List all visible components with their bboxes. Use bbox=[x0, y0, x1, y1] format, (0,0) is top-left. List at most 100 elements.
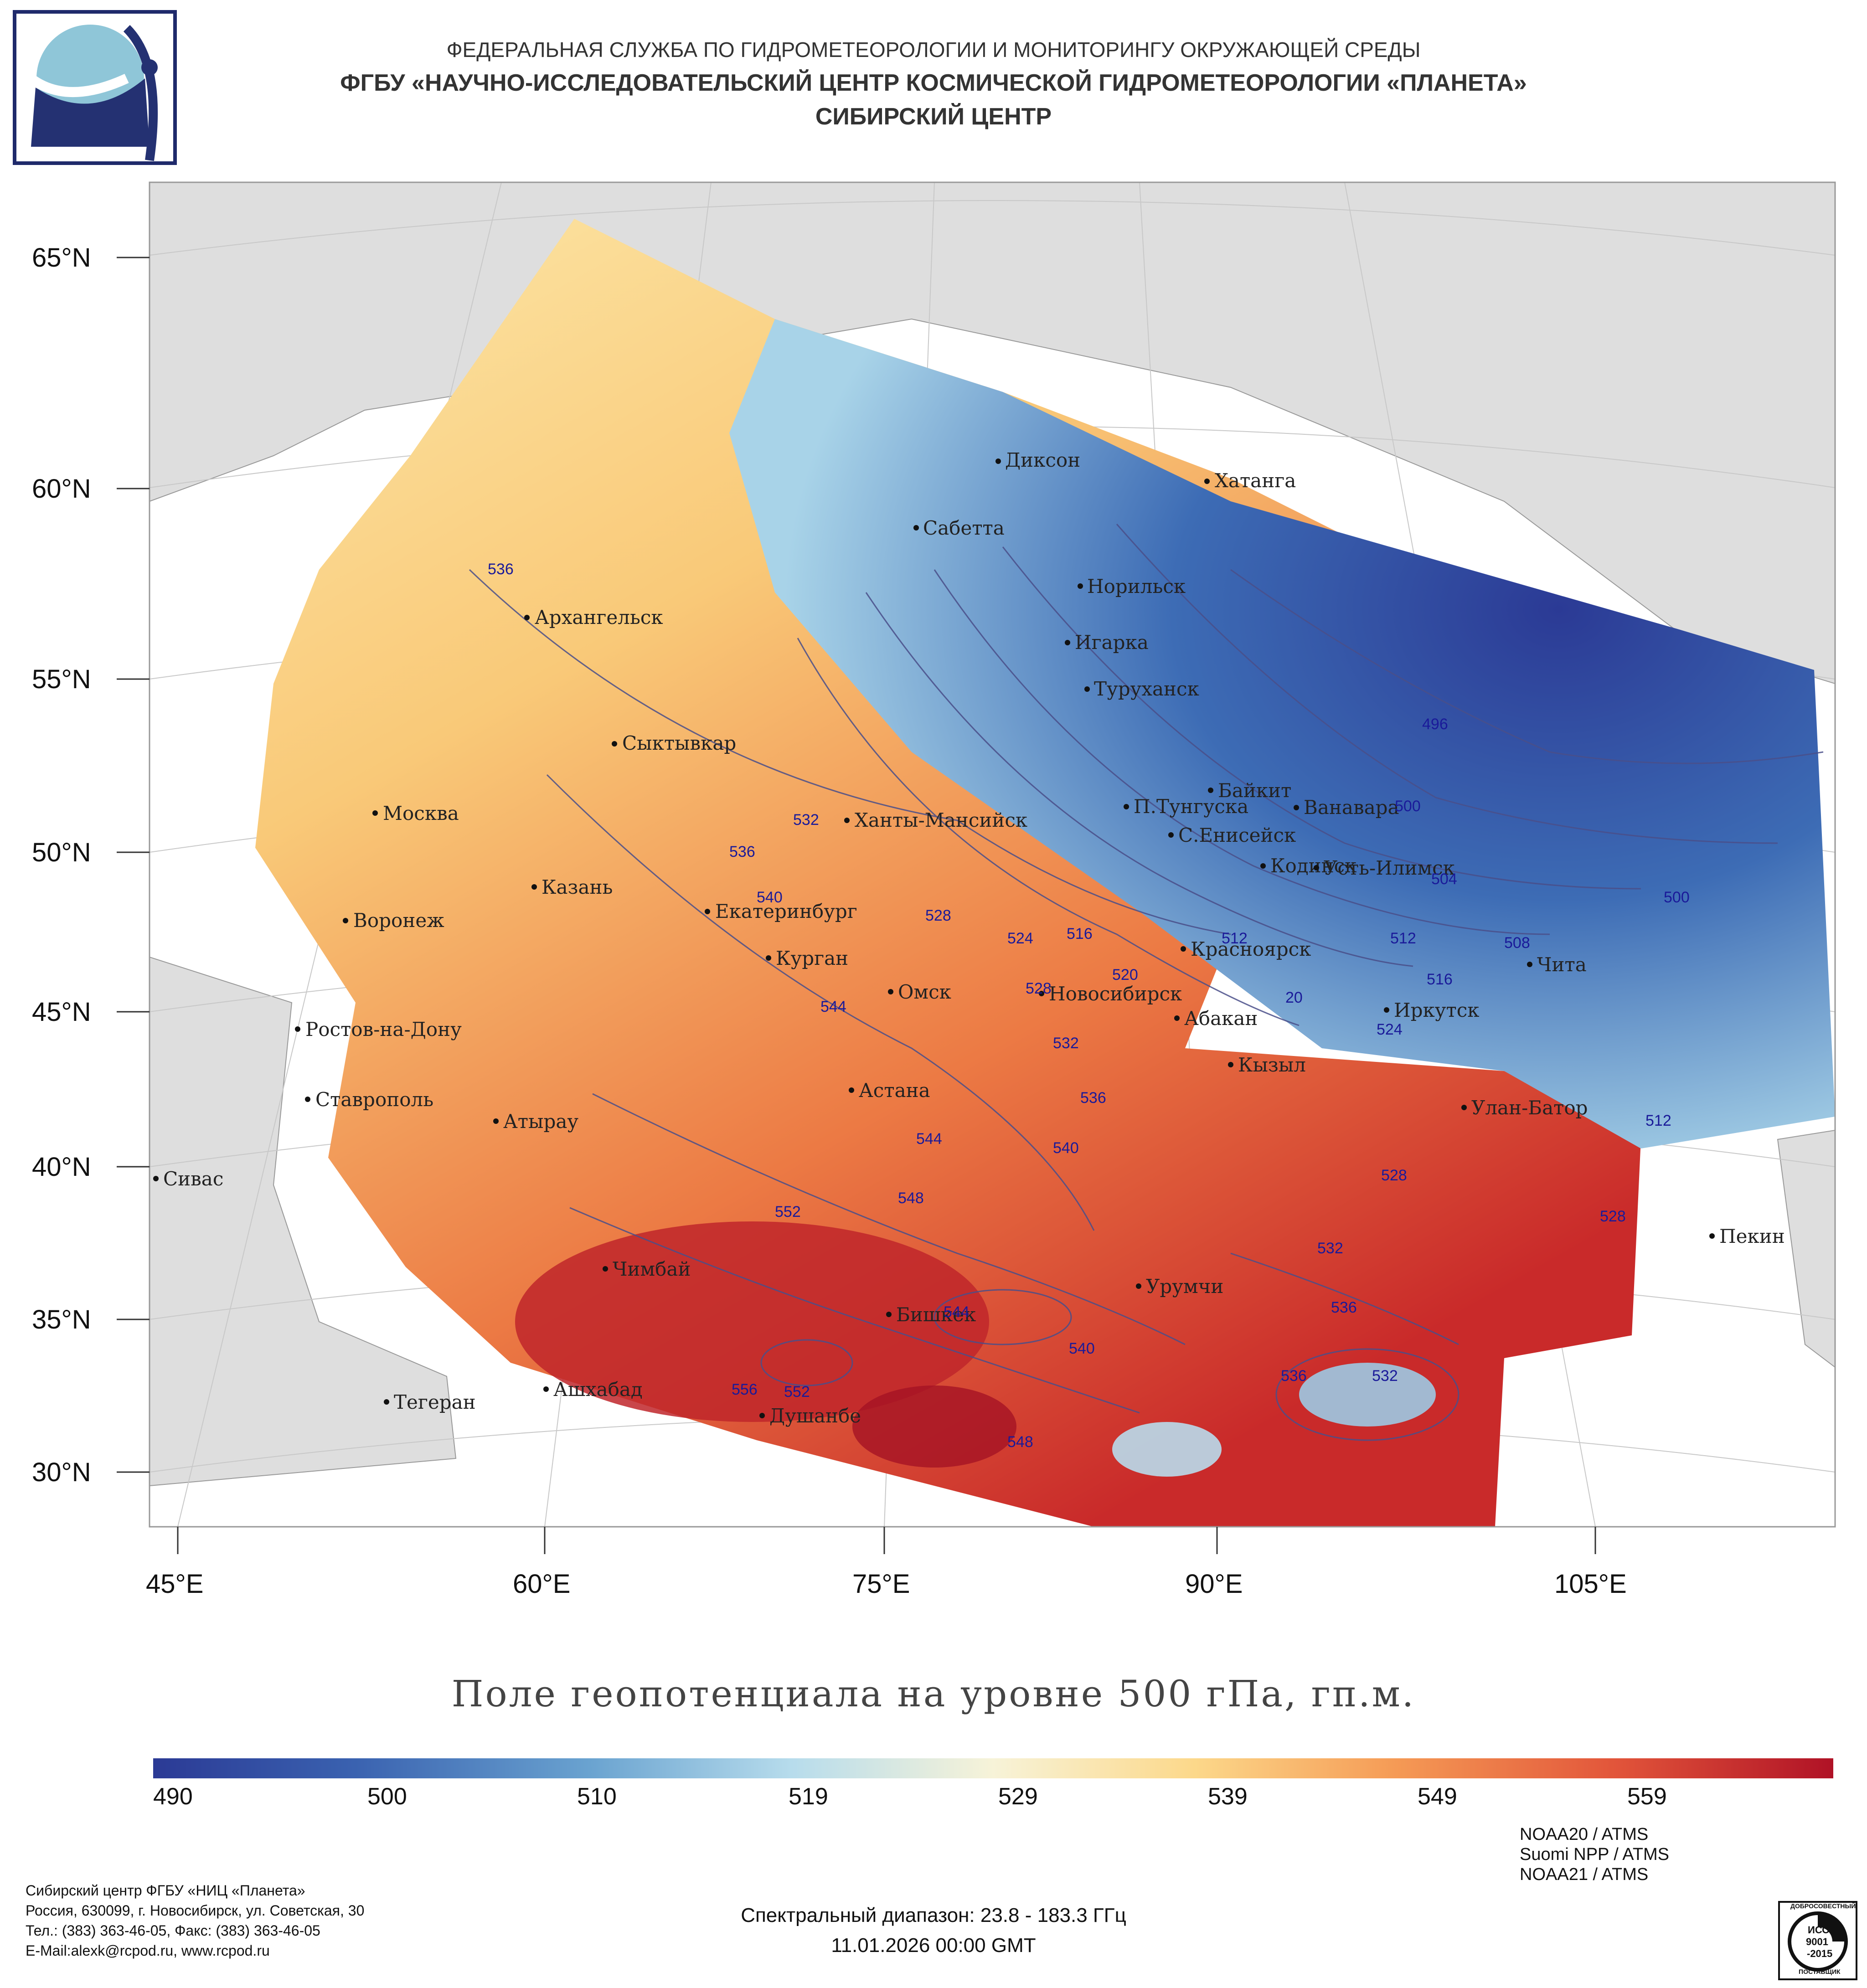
city-label: Атырау bbox=[503, 1110, 579, 1133]
city-label: Абакан bbox=[1184, 1007, 1258, 1030]
city-label: Архангельск bbox=[535, 606, 663, 628]
isoline-label: 532 bbox=[1372, 1367, 1398, 1385]
city-label: Пекин bbox=[1719, 1225, 1785, 1247]
isoline-label: 516 bbox=[1427, 971, 1453, 988]
city-label: Усть-Илимск bbox=[1324, 857, 1455, 879]
city-label: Туруханск bbox=[1094, 678, 1199, 700]
city-label: Ашхабад bbox=[553, 1378, 643, 1401]
isoline-label: 548 bbox=[1007, 1433, 1033, 1451]
city-label: Кызыл bbox=[1238, 1054, 1306, 1076]
planeta-logo bbox=[13, 10, 177, 165]
isoline-label: 500 bbox=[1395, 798, 1421, 815]
lon-label-90: 90°E bbox=[1185, 1569, 1243, 1599]
iso-badge-top: ДОБРОСОВЕСТНЫЙ bbox=[1790, 1902, 1856, 1910]
colorbar-tick: 539 bbox=[1208, 1783, 1248, 1810]
isoline-label: 528 bbox=[925, 907, 951, 924]
city-label: Бишкек bbox=[896, 1303, 976, 1326]
colorbar-tick: 500 bbox=[367, 1783, 407, 1810]
colorbar bbox=[153, 1758, 1833, 1778]
city-label: Курган bbox=[776, 947, 849, 969]
city-label: Воронеж bbox=[353, 909, 444, 932]
lat-label-35: 35°N bbox=[32, 1305, 91, 1334]
isoline-label: 512 bbox=[1222, 930, 1248, 947]
isoline-label: 512 bbox=[1390, 930, 1416, 947]
city-label: Красноярск bbox=[1191, 938, 1311, 960]
city-label: С.Енисейск bbox=[1178, 824, 1296, 846]
city-label: Улан-Батор bbox=[1471, 1097, 1588, 1119]
city-label: Ханты-Мансийск bbox=[855, 809, 1028, 831]
org-name: Сибирский центр ФГБУ «НИЦ «Планета» bbox=[26, 1882, 305, 1899]
satellite-3: NOAA21 / ATMS bbox=[1520, 1865, 1649, 1884]
city-label: Урумчи bbox=[1146, 1275, 1224, 1298]
city-label: Сабетта bbox=[923, 517, 1005, 539]
city-label: Кодинск bbox=[1270, 855, 1357, 877]
lat-label-30: 30°N bbox=[32, 1458, 91, 1487]
lat-label-60: 60°N bbox=[32, 474, 91, 504]
isoline-label: 540 bbox=[757, 889, 783, 906]
city-label: Игарка bbox=[1075, 631, 1149, 654]
iso-badge-label: ИСО bbox=[1808, 1924, 1830, 1936]
isoline-label: 536 bbox=[729, 843, 755, 860]
isoline-label: 516 bbox=[1067, 925, 1093, 942]
iso-badge bbox=[1778, 1901, 1857, 1980]
lat-label-45: 45°N bbox=[32, 997, 91, 1027]
colorbar-tick: 549 bbox=[1418, 1783, 1457, 1810]
isoline-label: 524 bbox=[1007, 930, 1033, 947]
lon-label-60: 60°E bbox=[513, 1569, 571, 1599]
colorbar-tick: 559 bbox=[1627, 1783, 1667, 1810]
lat-label-50: 50°N bbox=[32, 838, 91, 867]
iso-badge-number: 9001 bbox=[1806, 1936, 1828, 1947]
isoline-label: 528 bbox=[1600, 1208, 1626, 1225]
org-email: E-Mail:alexk@rcpod.ru, www.rcpod.ru bbox=[26, 1942, 270, 1959]
isoline-label: 496 bbox=[1422, 716, 1448, 733]
isoline-label: 532 bbox=[1053, 1035, 1079, 1052]
city-label: Ставрополь bbox=[315, 1088, 434, 1111]
isoline-label: 528 bbox=[1381, 1167, 1407, 1184]
isoline-label: 556 bbox=[732, 1381, 758, 1398]
isoline-label: 536 bbox=[1331, 1299, 1357, 1316]
spectral-range: Спектральный диапазон: 23.8 - 183.3 ГГц bbox=[741, 1904, 1126, 1926]
colorbar-tick: 529 bbox=[998, 1783, 1038, 1810]
isoline-label: 548 bbox=[898, 1190, 924, 1207]
isoline-label: 508 bbox=[1504, 934, 1530, 952]
city-label: Омск bbox=[898, 981, 951, 1003]
city-label: Чимбай bbox=[613, 1258, 691, 1280]
isoline-label: 536 bbox=[488, 561, 514, 578]
agency-title: ФЕДЕРАЛЬНАЯ СЛУЖБА ПО ГИДРОМЕТЕОРОЛОГИИ … bbox=[446, 38, 1421, 62]
city-label: Байкит bbox=[1218, 779, 1292, 802]
isoline-label: 540 bbox=[1069, 1340, 1095, 1357]
isoline-label: 552 bbox=[775, 1203, 801, 1221]
isoline-label: 500 bbox=[1664, 889, 1690, 906]
org-phone: Тел.: (383) 363-46-05, Факс: (383) 363-4… bbox=[26, 1922, 320, 1939]
isoline-label: 540 bbox=[1053, 1139, 1079, 1157]
colorbar-tick: 510 bbox=[577, 1783, 617, 1810]
org-address: Россия, 630099, г. Новосибирск, ул. Сове… bbox=[26, 1902, 365, 1919]
city-label: П.Тунгуска bbox=[1134, 795, 1249, 818]
city-label: Москва bbox=[383, 802, 459, 824]
city-label: Ростов-на-Дону bbox=[305, 1018, 462, 1040]
lat-label-65: 65°N bbox=[32, 243, 91, 273]
city-label: Ванавара bbox=[1304, 796, 1399, 819]
isoline-label: 532 bbox=[1317, 1240, 1343, 1257]
city-label: Сыктывкар bbox=[622, 732, 737, 754]
isoline-label: 544 bbox=[916, 1130, 942, 1148]
city-label: Тегеран bbox=[394, 1391, 476, 1413]
datetime: 11.01.2026 00:00 GMT bbox=[831, 1934, 1036, 1957]
isoline-label: 544 bbox=[944, 1303, 970, 1321]
city-label: Казань bbox=[542, 876, 613, 898]
chart-title: Поле геопотенциала на уровне 500 гПа, гп… bbox=[451, 1673, 1416, 1715]
city-label: Душанбе bbox=[769, 1405, 861, 1427]
isoline-label: 536 bbox=[1281, 1367, 1307, 1385]
isoline-label: 512 bbox=[1645, 1112, 1671, 1129]
city-label: Хатанга bbox=[1215, 469, 1296, 492]
satellite-1: NOAA20 / ATMS bbox=[1520, 1825, 1649, 1844]
isoline-label: 552 bbox=[784, 1383, 810, 1401]
isoline-label: 532 bbox=[793, 811, 819, 829]
lat-label-40: 40°N bbox=[32, 1152, 91, 1182]
city-label: Иркутск bbox=[1394, 999, 1480, 1021]
isoline-label: 524 bbox=[1377, 1021, 1403, 1038]
colorbar-tick: 519 bbox=[789, 1783, 828, 1810]
isoline-label: 520 bbox=[1112, 966, 1138, 984]
iso-badge-bottom: ПОСТАВЩИК bbox=[1799, 1968, 1841, 1975]
center-title: ФГБУ «НАУЧНО-ИССЛЕДОВАТЕЛЬСКИЙ ЦЕНТР КОС… bbox=[340, 70, 1527, 96]
